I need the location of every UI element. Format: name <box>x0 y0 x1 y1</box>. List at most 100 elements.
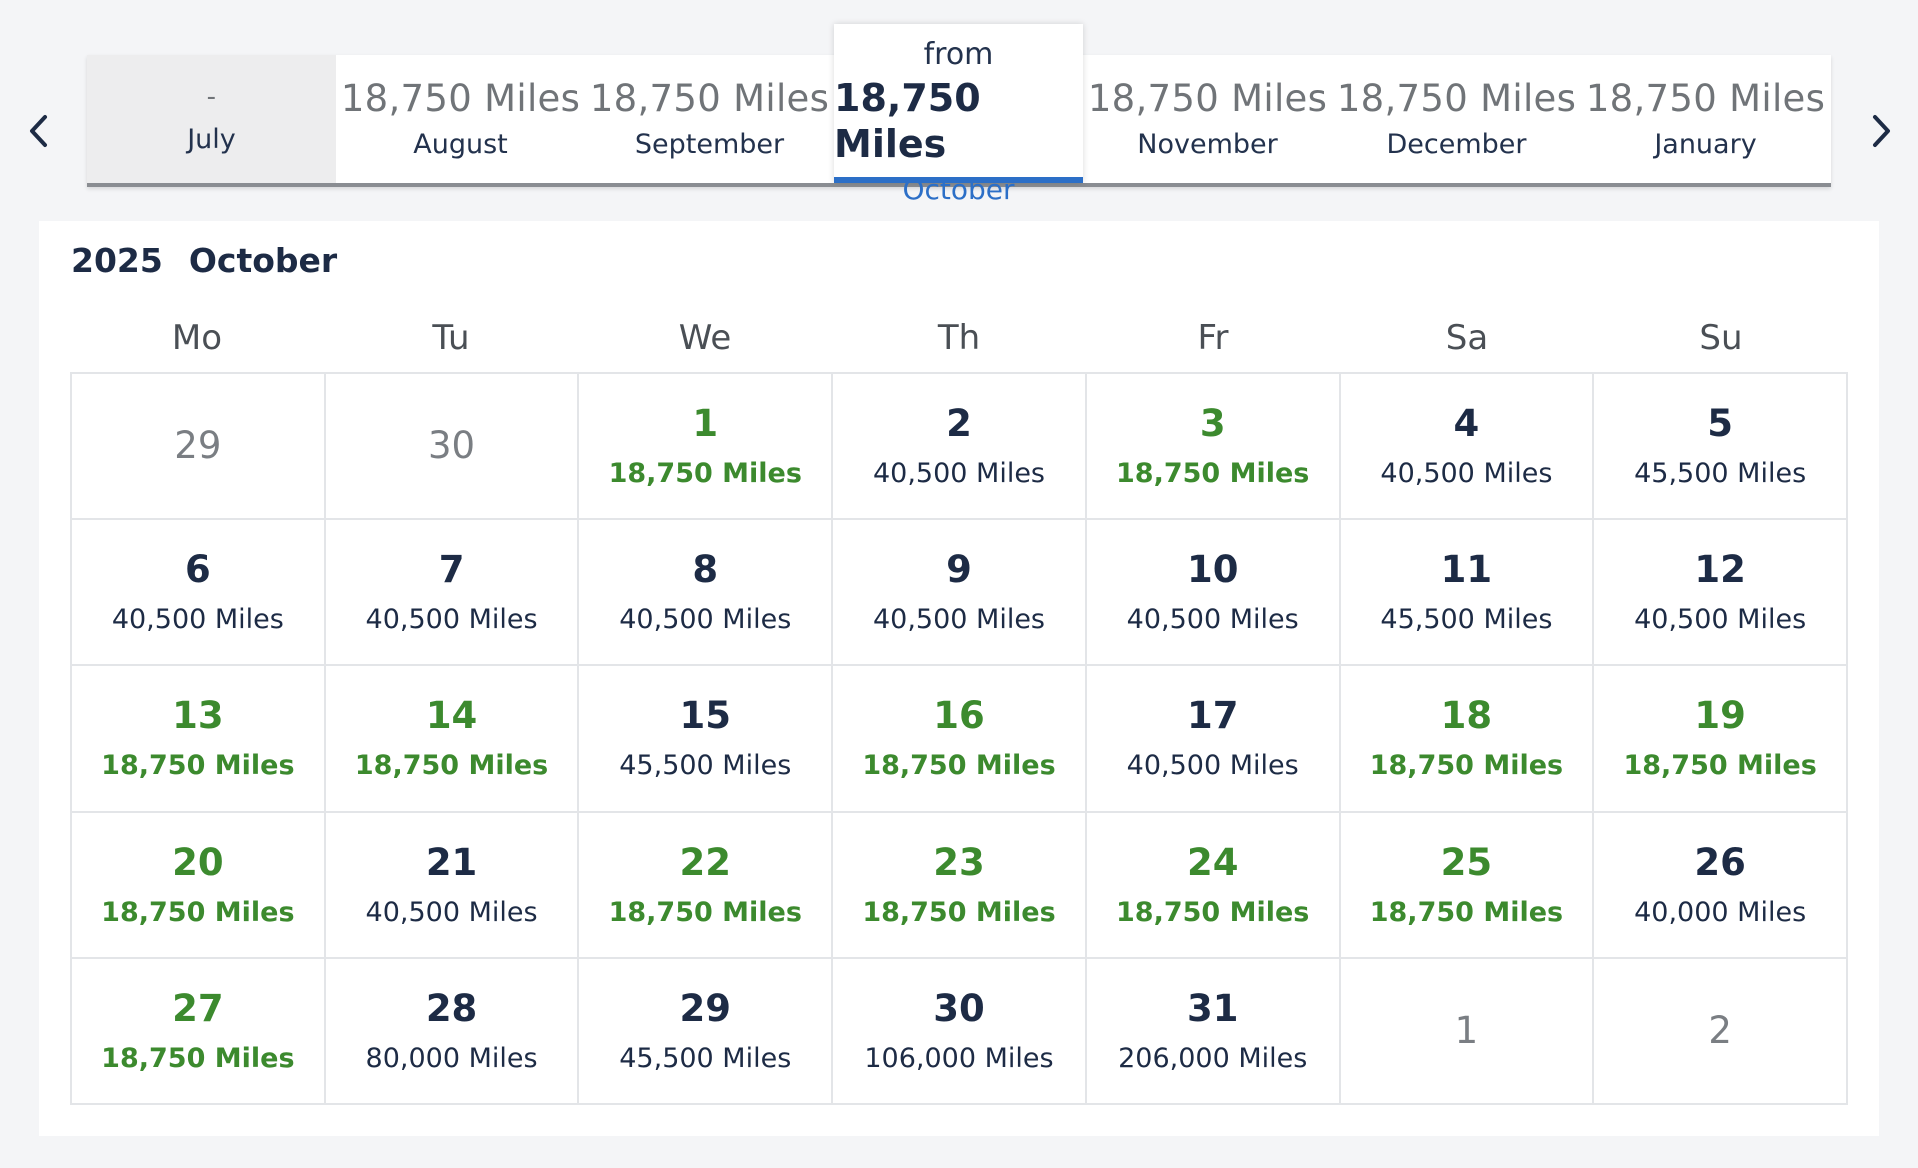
day-number: 2 <box>946 402 972 446</box>
weekday-label: Th <box>937 318 981 358</box>
month-tab-october-selected[interactable]: from 18,750 Miles October <box>834 24 1083 206</box>
calendar-day-cell[interactable]: 4 40,500 Miles <box>1340 374 1595 521</box>
day-number: 24 <box>1186 840 1239 884</box>
calendar-day-cell[interactable]: 7 40,500 Miles <box>325 520 580 667</box>
day-miles-price: 18,750 Miles <box>862 750 1056 782</box>
calendar-day-cell[interactable]: 16 18,750 Miles <box>833 666 1087 813</box>
month-tab-september[interactable]: 18,750 Miles September <box>585 55 834 183</box>
calendar-day-cell[interactable]: 18 18,750 Miles <box>1340 666 1595 813</box>
day-miles-price: 106,000 Miles <box>864 1042 1054 1074</box>
day-number: 14 <box>425 694 478 738</box>
day-number: 12 <box>1694 548 1746 592</box>
weekday-label: Mo <box>171 318 223 358</box>
from-label: from <box>923 37 994 72</box>
calendar-day-outside-month: 29 <box>72 374 326 521</box>
weekday-label: Fr <box>1197 318 1229 358</box>
calendar-day-cell[interactable]: 3 18,750 Miles <box>1086 374 1341 521</box>
day-miles-price: 40,500 Miles <box>1634 604 1807 636</box>
calendar-day-cell[interactable]: 9 40,500 Miles <box>833 520 1087 667</box>
day-number: 11 <box>1440 548 1493 592</box>
month-tab-january[interactable]: 18,750 Miles January <box>1581 55 1830 183</box>
chevron-left-icon <box>30 115 47 147</box>
day-miles-price: 18,750 Miles <box>354 750 549 782</box>
calendar-day-cell[interactable]: 10 40,500 Miles <box>1086 520 1341 667</box>
day-miles-price: 40,500 Miles <box>872 458 1046 490</box>
weekday-label: Sa <box>1445 318 1489 358</box>
day-miles-price: 18,750 Miles <box>1623 750 1817 782</box>
next-months-button[interactable] <box>1859 104 1903 158</box>
calendar-day-cell[interactable]: 6 40,500 Miles <box>72 520 326 667</box>
day-miles-price: 18,750 Miles <box>1369 896 1564 928</box>
day-miles-price: 40,500 Miles <box>365 896 538 928</box>
day-number: 1 <box>692 402 719 446</box>
calendar-day-cell[interactable]: 1 18,750 Miles <box>579 374 834 521</box>
calendar-day-outside-month: 30 <box>325 374 580 521</box>
day-miles-price: 40,500 Miles <box>1126 750 1299 782</box>
day-number: 8 <box>692 548 719 592</box>
day-number: 3 <box>1199 402 1226 446</box>
calendar-day-cell[interactable]: 30 106,000 Miles <box>833 958 1087 1105</box>
day-number: 29 <box>679 986 732 1030</box>
day-miles-price: 18,750 Miles <box>1116 458 1310 490</box>
day-number: 30 <box>933 986 985 1030</box>
day-number: 30 <box>428 424 476 468</box>
month-tab-december[interactable]: 18,750 Miles December <box>1332 55 1581 183</box>
day-number: 5 <box>1707 402 1733 446</box>
day-number: 7 <box>438 548 465 592</box>
calendar-day-cell[interactable]: 22 18,750 Miles <box>579 812 834 959</box>
month-tab-price: 18,750 Miles <box>834 76 981 166</box>
day-miles-price: 40,500 Miles <box>872 604 1046 636</box>
weekday-header: Mo Tu We Th Fr Sa Su <box>70 316 1848 360</box>
calendar-day-cell[interactable]: 19 18,750 Miles <box>1594 666 1848 813</box>
day-miles-price: 40,500 Miles <box>1380 458 1553 490</box>
day-miles-price: 40,500 Miles <box>365 604 538 636</box>
calendar-day-cell[interactable]: 25 18,750 Miles <box>1340 812 1595 959</box>
day-number: 9 <box>946 548 972 592</box>
day-number: 19 <box>1694 694 1746 738</box>
calendar-month: October <box>188 241 338 280</box>
month-tab-august[interactable]: 18,750 Miles August <box>336 55 585 183</box>
month-tab-label: September <box>634 129 785 160</box>
day-number: 6 <box>184 548 211 592</box>
day-miles-price: 206,000 Miles <box>1118 1042 1308 1074</box>
day-miles-price: 18,750 Miles <box>862 896 1056 928</box>
day-miles-price: 40,000 Miles <box>1634 896 1807 928</box>
day-number: 26 <box>1694 840 1746 884</box>
calendar-day-cell[interactable]: 31 206,000 Miles <box>1086 958 1341 1105</box>
previous-months-button[interactable] <box>17 104 61 158</box>
calendar-day-cell[interactable]: 20 18,750 Miles <box>72 812 326 959</box>
calendar-day-cell[interactable]: 26 40,000 Miles <box>1594 812 1848 959</box>
calendar-day-outside-month: 1 <box>1340 958 1595 1105</box>
month-tab-label: July <box>187 124 236 155</box>
month-tab-november[interactable]: 18,750 Miles November <box>1083 55 1332 183</box>
calendar-day-cell[interactable]: 21 40,500 Miles <box>325 812 580 959</box>
month-tab-price: 18,750 Miles <box>340 77 581 120</box>
day-miles-price: 40,500 Miles <box>111 604 284 636</box>
calendar-grid: 29 30 1 18,750 Miles 2 40,500 Miles 3 18,750 Mi… <box>70 372 1848 1105</box>
calendar-day-cell[interactable]: 12 40,500 Miles <box>1594 520 1848 667</box>
day-miles-price: 45,500 Miles <box>1634 458 1807 490</box>
calendar-day-cell[interactable]: 28 80,000 Miles <box>325 958 580 1105</box>
month-tab-july[interactable]: - July <box>87 55 336 183</box>
day-miles-price: 45,500 Miles <box>619 1042 792 1074</box>
day-miles-price: 18,750 Miles <box>101 1042 295 1074</box>
calendar-day-cell[interactable]: 13 18,750 Miles <box>72 666 326 813</box>
day-miles-price: 18,750 Miles <box>101 750 295 782</box>
calendar-day-cell[interactable]: 14 18,750 Miles <box>325 666 580 813</box>
day-number: 25 <box>1440 840 1493 884</box>
weekday-label: Su <box>1699 318 1743 358</box>
calendar-day-cell[interactable]: 15 45,500 Miles <box>579 666 834 813</box>
calendar-day-cell[interactable]: 5 45,500 Miles <box>1594 374 1848 521</box>
calendar-day-cell[interactable]: 23 18,750 Miles <box>833 812 1087 959</box>
calendar-day-cell[interactable]: 11 45,500 Miles <box>1340 520 1595 667</box>
month-tab-price: 18,750 Miles <box>589 77 830 120</box>
calendar-day-cell[interactable]: 29 45,500 Miles <box>579 958 834 1105</box>
calendar-day-cell[interactable]: 8 40,500 Miles <box>579 520 834 667</box>
calendar-day-cell[interactable]: 27 18,750 Miles <box>72 958 326 1105</box>
calendar-day-cell[interactable]: 2 40,500 Miles <box>833 374 1087 521</box>
calendar-panel: 2025 October Mo Tu We Th Fr Sa Su 29 30 1 1… <box>39 221 1879 1136</box>
calendar-day-cell[interactable]: 24 18,750 Miles <box>1086 812 1341 959</box>
calendar-day-cell[interactable]: 17 40,500 Miles <box>1086 666 1341 813</box>
day-number: 13 <box>172 694 224 738</box>
day-miles-price: 18,750 Miles <box>608 896 802 928</box>
